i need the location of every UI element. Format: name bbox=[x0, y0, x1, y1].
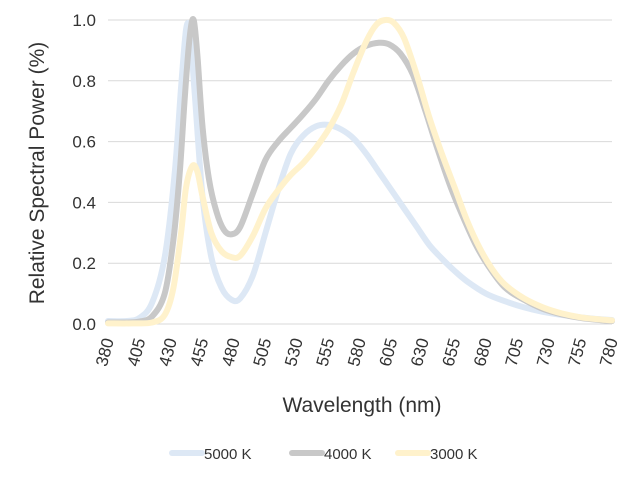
x-tick-label: 455 bbox=[187, 336, 213, 368]
legend-label: 5000 K bbox=[204, 446, 252, 463]
x-tick-label: 430 bbox=[155, 336, 181, 368]
x-tick-label: 405 bbox=[124, 336, 150, 368]
x-tick-label: 380 bbox=[92, 336, 118, 368]
y-tick-label: 1.0 bbox=[72, 11, 96, 30]
legend-item: 5000 K bbox=[169, 446, 252, 463]
x-tick-label: 630 bbox=[407, 336, 433, 368]
x-tick-label: 755 bbox=[565, 336, 591, 368]
y-tick-labels: 0.0 0.2 0.4 0.6 0.8 1.0 bbox=[72, 11, 96, 334]
series-line-5000-k bbox=[105, 20, 615, 325]
x-tick-label: 705 bbox=[502, 336, 528, 368]
x-axis-title: Wavelength (nm) bbox=[282, 394, 441, 417]
x-tick-label: 555 bbox=[313, 336, 339, 368]
legend-item: 3000 K bbox=[395, 446, 478, 463]
x-tick-label: 605 bbox=[376, 336, 402, 368]
x-tick-label: 680 bbox=[470, 336, 496, 368]
legend-label: 4000 K bbox=[324, 446, 372, 463]
y-axis-title: Relative Spectral Power (%) bbox=[26, 42, 49, 305]
x-tick-label: 655 bbox=[439, 336, 465, 368]
series-lines bbox=[105, 16, 615, 327]
legend-item: 4000 K bbox=[289, 446, 372, 463]
y-tick-label: 0.8 bbox=[72, 72, 96, 91]
legend-label: 3000 K bbox=[430, 446, 478, 463]
y-tick-label: 0.0 bbox=[72, 315, 96, 334]
x-tick-label: 505 bbox=[250, 336, 276, 368]
series-line-3000-k bbox=[105, 16, 615, 327]
x-tick-label: 480 bbox=[218, 336, 244, 368]
x-tick-label: 780 bbox=[596, 336, 622, 368]
x-tick-labels: 380 405 430 455 480 505 530 555 580 605 630 655 680 7… bbox=[92, 336, 622, 368]
y-tick-label: 0.4 bbox=[72, 193, 96, 212]
x-tick-label: 580 bbox=[344, 336, 370, 368]
y-tick-label: 0.2 bbox=[72, 254, 96, 273]
x-tick-label: 530 bbox=[281, 336, 307, 368]
y-tick-label: 0.6 bbox=[72, 133, 96, 152]
x-tick-label: 730 bbox=[533, 336, 559, 368]
legend: 5000 K 4000 K 3000 K bbox=[169, 446, 478, 463]
